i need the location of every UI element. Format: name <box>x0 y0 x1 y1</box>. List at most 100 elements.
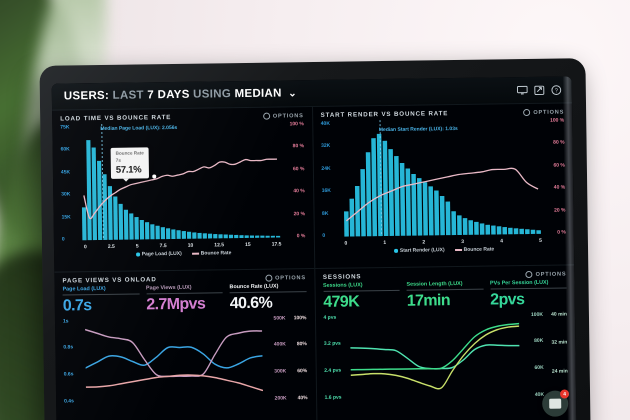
y-tick: 32K <box>321 143 331 150</box>
x-tick: 0 <box>344 240 348 247</box>
y2-tick: 300K <box>274 368 287 375</box>
y2-tick: 200K <box>274 395 287 402</box>
panel-start-render-vs-bounce-rate: START RENDER VS BOUNCE RATE OPTIONS 40K … <box>311 102 575 269</box>
title-range-last: LAST <box>112 89 144 102</box>
metric-session-length[interactable]: Session Length (LUX) 17min <box>406 280 484 311</box>
options-button[interactable]: OPTIONS <box>262 112 304 120</box>
x-tick: 5 <box>539 237 542 244</box>
y3-tick: 80% <box>296 341 307 348</box>
y2-tick: 100K <box>530 311 543 318</box>
y-tick: 0.6s <box>63 371 74 378</box>
legend-line-icon <box>454 249 462 251</box>
metric-value: 17min <box>406 292 451 310</box>
y-tick: 8K <box>321 210 329 217</box>
options-label: OPTIONS <box>275 274 306 282</box>
metric-bounce-rate[interactable]: Bounce Rate (LUX) 40.6% <box>229 283 307 313</box>
metric-label: Sessions (LUX) <box>322 281 400 292</box>
chart-canvas <box>84 316 263 404</box>
y-tick: 45K <box>60 169 71 176</box>
panel-title: PAGE VIEWS VS ONLOAD <box>62 276 157 285</box>
y-tick: 60K <box>60 146 70 153</box>
chat-widget-button[interactable]: 4 <box>542 389 570 417</box>
title-range-days: 7 DAYS <box>147 88 190 102</box>
monitor-icon[interactable] <box>516 85 528 96</box>
x-tick: 1 <box>383 240 387 247</box>
median-annotation: Median Page Load (LUX): 2.056s <box>100 124 178 132</box>
legend-line-icon <box>191 252 199 255</box>
y-axis-left: 40K 32K 24K 16K 8K 0 <box>321 121 332 239</box>
metric-value: 0.7s <box>62 297 92 315</box>
legend-item-start-render[interactable]: Start Render (LUX) <box>394 247 445 254</box>
gear-icon <box>525 270 533 279</box>
chart-page-views-trend: 1s 0.8s 0.6s 0.4s 500K 400K 300K 200K <box>63 315 308 404</box>
laptop-device: USERS: LAST 7 DAYS USING MEDIAN ⌄ <box>39 58 591 420</box>
legend-dot-icon <box>136 252 140 257</box>
gear-icon <box>523 108 531 117</box>
title-using: USING <box>193 88 232 101</box>
metric-label: Session Length (LUX) <box>406 280 484 291</box>
title-prefix: USERS: <box>63 89 110 103</box>
metric-value: 2pvs <box>490 291 525 309</box>
y-axis-right-bounce: 100% 80% 60% 40% <box>294 315 308 401</box>
page-title[interactable]: USERS: LAST 7 DAYS USING MEDIAN ⌄ <box>64 87 297 102</box>
dashboard-row-bottom: PAGE VIEWS VS ONLOAD OPTIONS Page Load (… <box>54 264 577 420</box>
y-tick: 0 <box>61 236 65 243</box>
x-tick: 2 <box>422 239 426 246</box>
y-tick: 4 pvs <box>323 314 337 321</box>
dashboard-header: USERS: LAST 7 DAYS USING MEDIAN ⌄ <box>51 76 572 110</box>
legend-item-bounce-rate[interactable]: Bounce Rate <box>454 246 494 253</box>
y-tick: 0.8s <box>63 344 74 351</box>
x-tick: 7.5 <box>159 243 167 250</box>
y-axis-left: 1s 0.8s 0.6s 0.4s <box>63 318 74 404</box>
options-button[interactable]: OPTIONS <box>265 274 306 282</box>
metric-page-load[interactable]: Page Load (LUX) 0.7s <box>62 285 140 315</box>
export-icon[interactable] <box>534 84 545 95</box>
y3-tick: 40% <box>297 394 308 402</box>
y2-tick: 500K <box>273 315 286 322</box>
chevron-down-icon[interactable]: ⌄ <box>288 88 297 100</box>
legend-label: Page Load (LUX) <box>141 250 182 258</box>
title-metric: MEDIAN <box>234 87 282 101</box>
tooltip-label: Bounce Rate <box>115 150 144 156</box>
median-annotation: Median Start Render (LUX): 1.03s <box>378 125 458 134</box>
x-tick: 5 <box>135 243 139 250</box>
options-button[interactable]: OPTIONS <box>523 108 564 117</box>
metric-page-views[interactable]: Page Views (LUX) 2.7Mpvs <box>146 284 223 314</box>
legend-item-page-load[interactable]: Page Load (LUX) <box>136 251 182 258</box>
y-axis-right-length: 40 min 32 min 24 min <box>551 311 568 397</box>
y-tick: 30K <box>61 191 71 198</box>
y3-tick: 100% <box>293 314 307 322</box>
metric-label: Bounce Rate (LUX) <box>229 283 307 294</box>
x-tick: 2.5 <box>107 243 115 250</box>
y-axis-right-views: 500K 400K 300K 200K <box>273 315 286 401</box>
panel-load-time-vs-bounce-rate: LOAD TIME VS BOUNCE RATE OPTIONS 75K 60K… <box>52 106 314 272</box>
y2-tick: 20 % <box>293 210 306 217</box>
x-tick: 12.5 <box>214 242 225 249</box>
panel-title: SESSIONS <box>322 273 362 281</box>
x-tick: 0 <box>83 244 87 251</box>
panel-page-views-vs-onload: PAGE VIEWS VS ONLOAD OPTIONS Page Load (… <box>54 268 316 420</box>
y-tick: 15K <box>61 213 71 221</box>
metric-sessions[interactable]: Sessions (LUX) 479K <box>322 281 400 312</box>
y-axis-right: 100 % 80 % 60 % 40 % 20 % 0 % <box>290 121 306 239</box>
metric-label: Page Views (LUX) <box>146 284 223 295</box>
y2-tick: 0 % <box>296 233 306 240</box>
chart-load-time: 75K 60K 45K 30K 15K 0 100 % 80 % 60 % <box>60 121 306 250</box>
metric-value: 2.7Mpvs <box>146 295 206 314</box>
chart-sessions-trend: 4 pvs 3.2 pvs 2.4 pvs 1.6 pvs 100K 80K 6… <box>323 311 568 400</box>
y2-tick: 60 % <box>553 162 565 169</box>
chart-canvas <box>341 118 544 239</box>
y-tick: 3.2 pvs <box>323 341 341 348</box>
svg-text:?: ? <box>555 88 559 94</box>
metric-pvs-per-session[interactable]: PVs Per Session (LUX) 2pvs <box>489 279 567 309</box>
help-icon[interactable]: ? <box>551 84 562 95</box>
y-tick: 2.4 pvs <box>324 367 342 374</box>
gear-icon <box>265 274 273 282</box>
options-button[interactable]: OPTIONS <box>525 270 567 279</box>
metric-value: 479K <box>323 293 360 311</box>
y2-tick: 80 % <box>553 139 565 147</box>
legend-item-bounce-rate[interactable]: Bounce Rate <box>191 250 231 257</box>
y2-tick: 100 % <box>289 121 304 128</box>
y2-tick: 400K <box>273 341 286 349</box>
metric-label: PVs Per Session (LUX) <box>489 279 567 290</box>
